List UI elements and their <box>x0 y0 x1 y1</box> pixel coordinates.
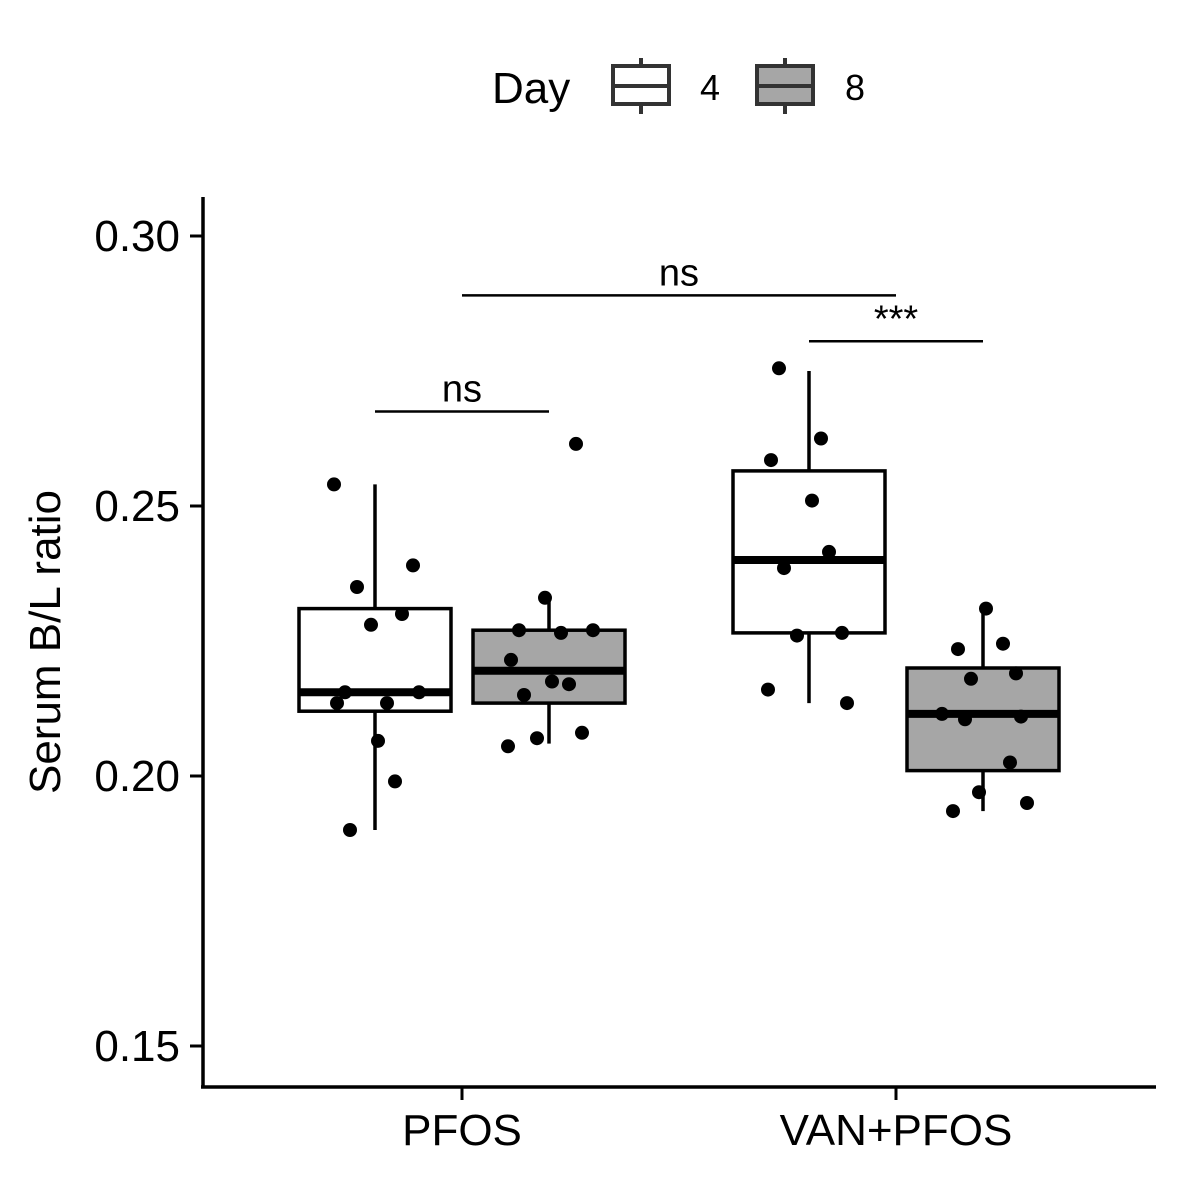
x-tick-label-van-pfos: VAN+PFOS <box>780 1106 1013 1155</box>
point-van-pfos-day-8-11 <box>946 804 960 819</box>
point-pfos-day-4-9 <box>371 733 385 748</box>
point-van-pfos-day-8-4 <box>964 671 978 686</box>
point-pfos-day-4-7 <box>380 696 394 711</box>
legend: Day 4 8 <box>492 58 865 114</box>
y-tick-label-3: 0.30 <box>94 212 180 261</box>
legend-title: Day <box>492 64 570 113</box>
box-body-van-pfos-day-4 <box>731 469 887 635</box>
point-van-pfos-day-8-0 <box>979 601 993 616</box>
point-pfos-day-8-3 <box>512 623 526 638</box>
point-van-pfos-day-8-2 <box>951 642 965 657</box>
x-ticks: PFOS VAN+PFOS <box>402 1087 1012 1155</box>
point-pfos-day-8-2 <box>586 623 600 638</box>
point-pfos-day-8-4 <box>554 625 568 640</box>
box-body-pfos-day-8 <box>471 628 627 705</box>
point-pfos-day-8-1 <box>538 590 552 605</box>
point-pfos-day-8-8 <box>517 688 531 702</box>
point-van-pfos-day-4-0 <box>772 361 786 376</box>
y-tick-label-2: 0.25 <box>94 482 180 531</box>
point-van-pfos-day-8-6 <box>1014 709 1028 724</box>
x-tick-label-pfos: PFOS <box>402 1106 522 1155</box>
y-ticks: 0.15 0.20 0.25 0.30 <box>94 212 203 1071</box>
legend-key-day-4 <box>611 58 671 114</box>
point-van-pfos-day-4-3 <box>805 493 819 508</box>
box-pfos-day-4 <box>297 484 453 830</box>
y-tick-label-1: 0.20 <box>94 752 180 801</box>
point-van-pfos-day-8-9 <box>972 785 986 800</box>
point-pfos-day-8-10 <box>530 731 544 746</box>
point-van-pfos-day-4-2 <box>764 453 778 468</box>
point-pfos-day-4-4 <box>364 617 378 632</box>
significance-label-2: *** <box>874 298 919 340</box>
point-pfos-day-4-3 <box>395 607 409 621</box>
significance-annotations: ns ns *** <box>375 252 983 413</box>
point-pfos-day-8-9 <box>575 725 589 740</box>
point-van-pfos-day-8-8 <box>1003 755 1017 770</box>
point-van-pfos-day-4-4 <box>822 544 836 559</box>
point-pfos-day-4-0 <box>327 477 341 492</box>
point-pfos-day-4-2 <box>350 580 364 594</box>
point-van-pfos-day-8-1 <box>996 636 1010 651</box>
point-pfos-day-8-0 <box>569 436 583 451</box>
box-pfos-day-8 <box>471 600 627 744</box>
point-pfos-day-4-10 <box>388 774 402 789</box>
box-van-pfos-day-8 <box>905 611 1061 812</box>
legend-label-day-4: 4 <box>700 67 720 108</box>
point-van-pfos-day-4-5 <box>777 561 791 576</box>
point-van-pfos-day-4-7 <box>790 628 804 643</box>
point-van-pfos-day-4-9 <box>840 696 854 711</box>
box-van-pfos-day-4 <box>731 371 887 704</box>
point-pfos-day-8-7 <box>562 677 576 692</box>
point-van-pfos-day-4-6 <box>835 625 849 640</box>
legend-key-day-8 <box>755 58 815 114</box>
point-van-pfos-day-8-5 <box>935 706 949 721</box>
point-pfos-day-8-6 <box>545 674 559 689</box>
significance-label-0: ns <box>442 369 482 411</box>
y-axis-title: Serum B/L ratio <box>21 490 70 794</box>
point-pfos-day-4-6 <box>338 685 352 700</box>
point-pfos-day-4-5 <box>412 685 426 700</box>
legend-label-day-8: 8 <box>845 67 865 108</box>
point-pfos-day-4-8 <box>330 696 344 711</box>
point-van-pfos-day-8-7 <box>958 712 972 727</box>
point-pfos-day-8-11 <box>501 739 515 754</box>
box-body-van-pfos-day-8 <box>905 666 1061 773</box>
points <box>327 361 1034 837</box>
boxes <box>297 371 1061 830</box>
point-pfos-day-4-1 <box>406 558 420 573</box>
point-van-pfos-day-4-1 <box>814 431 828 446</box>
point-van-pfos-day-8-3 <box>1009 666 1023 681</box>
point-pfos-day-8-5 <box>504 652 518 667</box>
point-van-pfos-day-8-10 <box>1020 796 1034 810</box>
point-pfos-day-4-11 <box>343 823 357 837</box>
significance-label-1: ns <box>659 252 699 294</box>
point-van-pfos-day-4-8 <box>761 682 775 697</box>
y-tick-label-0: 0.15 <box>94 1022 180 1071</box>
